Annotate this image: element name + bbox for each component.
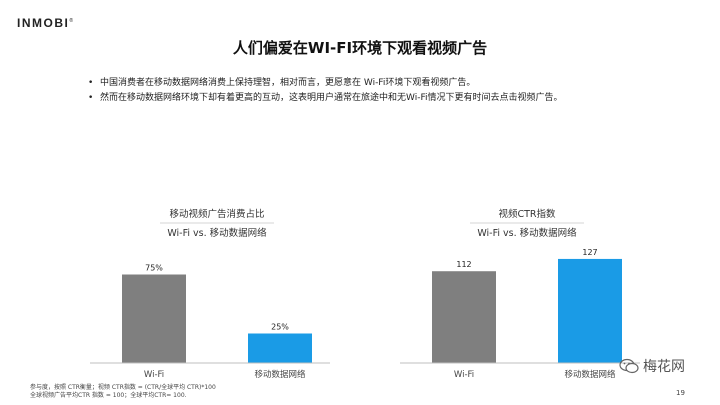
bar-mobile-data xyxy=(558,258,622,363)
bar-value-label: 75% xyxy=(145,264,163,273)
chart-ctr-index: 视频CTR指数 Wi-Fi vs. 移动数据网络 112 Wi-Fi 127 移动数据网络 xyxy=(400,208,640,380)
bar-value-label: 112 xyxy=(456,260,471,269)
footnote: 参与度，按照 CTR衡量；视频 CTR指数 = (CTR/全球平均 CTR)*1… xyxy=(30,384,216,400)
bar-wifi xyxy=(432,271,496,363)
bar-wifi xyxy=(122,274,186,363)
bar-value-label: 127 xyxy=(582,248,597,257)
footnote-line: 参与度，按照 CTR衡量；视频 CTR指数 = (CTR/全球平均 CTR)*1… xyxy=(30,384,216,391)
bullet-item: 中国消费者在移动数据网络消费上保持理智，相对而言，更愿意在 Wi-Fi环境下观看… xyxy=(88,76,688,91)
page-number: 19 xyxy=(676,389,685,397)
chart-title: 移动视频广告消费占比 xyxy=(169,208,264,220)
category-label: Wi-Fi xyxy=(454,370,474,380)
chart-title: 视频CTR指数 xyxy=(498,208,556,220)
category-label: Wi-Fi xyxy=(144,370,164,380)
watermark-text: 梅花网 xyxy=(643,359,685,375)
page-title: 人们偏爱在WI-FI环境下观看视频广告 xyxy=(232,39,488,57)
bar-value-label: 25% xyxy=(271,323,289,332)
bullet-list: 中国消费者在移动数据网络消费上保持理智，相对而言，更愿意在 Wi-Fi环境下观看… xyxy=(88,76,688,106)
wechat-icon xyxy=(619,358,639,374)
footnote-line: 全球视频广告平均CTR 指数 = 100；全球平均CTR= 100. xyxy=(30,392,187,399)
brand-logo: INMOBI® xyxy=(17,16,74,30)
bar-mobile-data xyxy=(248,333,312,363)
chart-subtitle: Wi-Fi vs. 移动数据网络 xyxy=(477,227,577,239)
category-label: 移动数据网络 xyxy=(254,369,306,380)
watermark: 梅花网 xyxy=(619,356,685,376)
bullet-item: 然而在移动数据网络环境下却有着更高的互动，这表明用户通常在旅途中和无Wi-Fi情… xyxy=(88,91,688,106)
chart-consumption-share: 移动视频广告消费占比 Wi-Fi vs. 移动数据网络 75% Wi-Fi 25% 移动数… xyxy=(90,208,330,380)
logo-text: INMOBI xyxy=(17,16,70,30)
category-label: 移动数据网络 xyxy=(564,369,616,380)
chart-subtitle: Wi-Fi vs. 移动数据网络 xyxy=(167,227,267,239)
